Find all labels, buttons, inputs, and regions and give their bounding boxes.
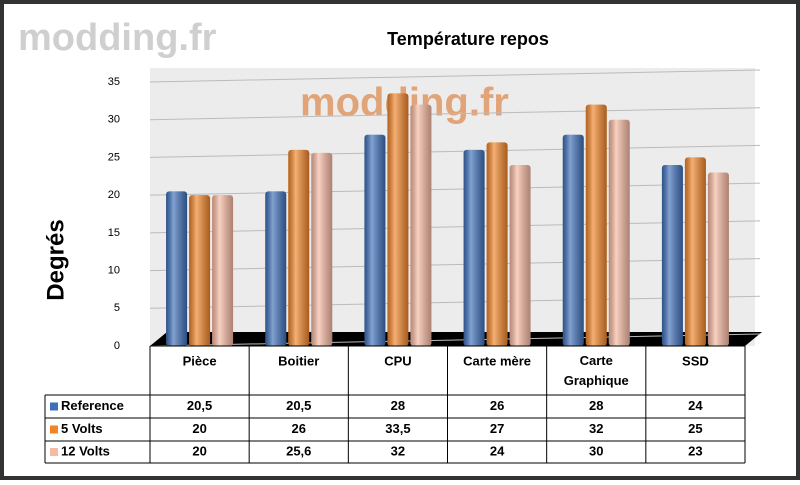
data-label: 33,5 [385,421,410,436]
bar-shade [585,104,607,346]
data-label: 30 [589,443,603,458]
legend-label: Reference [61,398,124,413]
bar-shade [166,191,188,346]
grid-line [149,220,761,234]
data-label: 26 [490,398,504,413]
grid-line [149,69,761,83]
bar-shade [410,104,432,346]
data-label: 28 [589,398,603,413]
y-tick-label: 10 [108,264,120,276]
y-tick-label: 35 [108,76,120,88]
bar-shade [189,195,211,346]
data-label: 20 [192,443,206,458]
bar-shade [562,134,584,346]
x-tick-label: Boitier [278,353,319,368]
data-label: 23 [688,443,702,458]
bar-shade [463,149,485,346]
data-label: 25,6 [286,443,311,458]
legend-label: 5 Volts [61,421,103,436]
y-tick-label: 25 [108,151,120,163]
bar-shade [661,164,683,346]
data-label: 20,5 [286,398,311,413]
y-axis-label: Degrés [42,219,69,300]
data-label: 20,5 [187,398,212,413]
data-label: 28 [391,398,405,413]
grid-line [149,144,761,158]
legend-key [50,425,58,434]
data-label: 25 [688,421,702,436]
x-tick-label: Pièce [183,353,217,368]
y-tick-label: 5 [114,302,120,314]
bar-shade [288,149,310,346]
bar-shade [486,142,508,346]
x-tick-label: Carte mère [463,353,531,368]
data-label: 32 [391,443,405,458]
legend-key [50,402,58,411]
bar-shade [707,172,729,346]
y-tick-label: 15 [108,227,120,239]
bar-shade [684,157,706,346]
bar-shade [265,191,287,346]
bar-shade [364,134,386,346]
bar-shade [212,195,234,346]
bar-shade [311,152,333,346]
y-tick-label: 0 [114,340,120,352]
grid-line [149,182,761,196]
grid-line [149,333,761,347]
data-label: 26 [292,421,306,436]
data-label: 20 [192,421,206,436]
y-tick-label: 30 [108,114,120,126]
plot-wall [150,68,755,346]
data-label: 24 [688,398,703,413]
x-tick-label: SSD [682,353,709,368]
bar-shade [387,93,409,346]
legend-key [50,448,58,456]
legend-label: 12 Volts [61,443,110,458]
data-label: 32 [589,421,603,436]
y-tick-label: 20 [108,189,120,201]
grid-line [149,107,761,121]
bar-shade [509,164,531,346]
grid-line [149,295,761,309]
data-label: 27 [490,421,504,436]
data-label: 24 [490,443,505,458]
watermark: modding.fr [18,17,217,59]
x-tick-label: Carte Graphique [564,353,629,388]
x-tick-label: CPU [384,353,411,368]
grid-line [149,258,761,272]
bar-shade [608,119,630,346]
chart-title: Température repos [387,29,549,49]
